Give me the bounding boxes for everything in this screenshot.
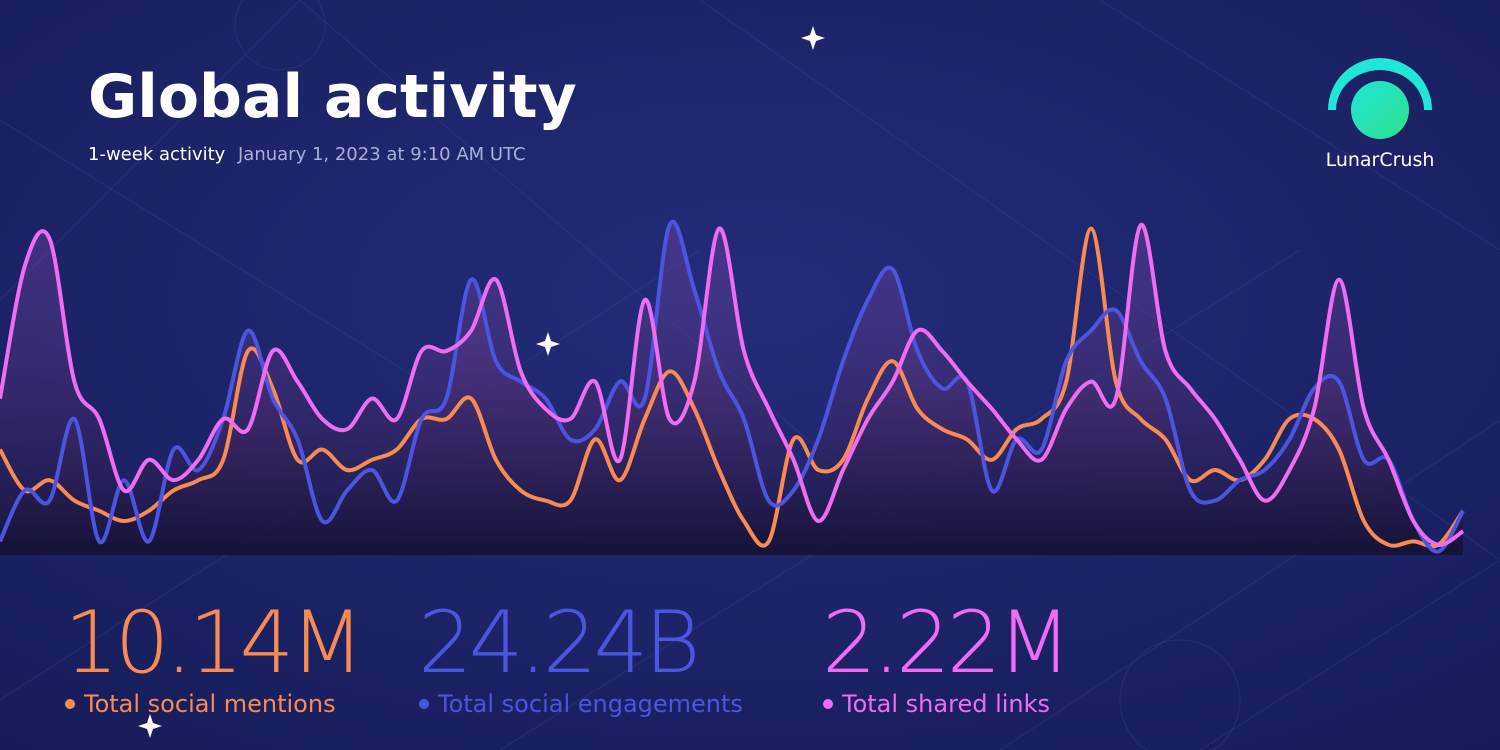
timestamp: January 1, 2023 at 9:10 AM UTC — [237, 144, 526, 165]
legend-label: Total shared links — [841, 690, 1050, 718]
legend-label: Total social engagements — [437, 690, 743, 718]
legend-dot — [65, 699, 75, 709]
line — [0, 223, 1465, 547]
total-value: 2.22M — [822, 593, 1068, 693]
legend-dot — [823, 699, 833, 709]
brand: LunarCrush — [1326, 149, 1435, 171]
line — [0, 226, 1465, 549]
stars — [138, 26, 825, 738]
total-value: 10.14M — [64, 593, 360, 693]
legend-label: Total social mentions — [83, 690, 336, 718]
title: Global activity — [88, 62, 577, 132]
subtitle: 1-week activity — [88, 144, 226, 165]
legend-dot — [419, 699, 429, 709]
total-value: 24.24B — [418, 593, 697, 693]
logo — [1328, 58, 1432, 139]
plot — [0, 220, 1465, 556]
